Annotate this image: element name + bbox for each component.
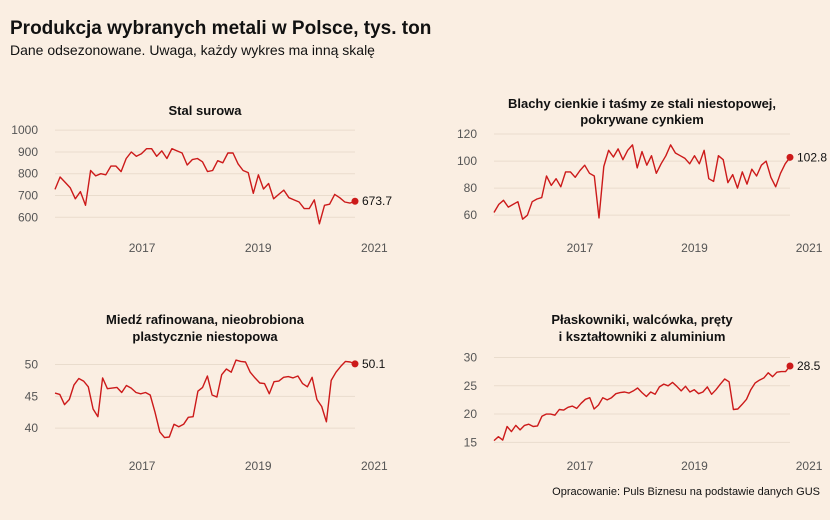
chart-title: Produkcja wybranych metali w Polsce, tys… (10, 18, 432, 39)
source-note: Opracowanie: Puls Biznesu na podstawie d… (552, 486, 820, 498)
y-tick-label: 700 (18, 189, 38, 203)
y-tick-label: 25 (464, 379, 478, 393)
x-tick-label: 2017 (129, 459, 156, 473)
x-tick-label: 2019 (245, 459, 272, 473)
x-tick-label: 2017 (567, 459, 594, 473)
x-tick-label: 2017 (567, 241, 594, 255)
panel-title: pokrywane cynkiem (580, 112, 704, 127)
chart-panel-4: Płaskowniki, walcówka, pręty i kształtown… (464, 312, 823, 473)
series-line (54, 359, 356, 439)
chart-panel-1: Stal surowa 600 700 800 900 1000 2017 2019 2021 6… (11, 103, 392, 255)
y-tick-label: 100 (457, 154, 477, 168)
panel-title: plastycznie niestopowa (132, 329, 278, 344)
y-tick-label: 800 (18, 167, 38, 181)
y-tick-label: 15 (464, 435, 478, 449)
series-line (54, 147, 356, 225)
y-tick-label: 40 (25, 421, 39, 435)
end-value-label: 673.7 (362, 194, 392, 208)
y-tick-label: 600 (18, 210, 38, 224)
end-point (786, 362, 794, 370)
x-tick-label: 2019 (245, 241, 272, 255)
series-line (493, 365, 791, 442)
panel-title: Płaskowniki, walcówka, pręty (551, 312, 733, 327)
end-point (351, 197, 359, 205)
y-tick-label: 50 (25, 358, 39, 372)
y-tick-label: 60 (464, 208, 478, 222)
y-tick-label: 20 (464, 407, 478, 421)
y-tick-label: 80 (464, 181, 478, 195)
panel-title: i kształtowniki z aluminium (559, 329, 726, 344)
panel-title: Miedź rafinowana, nieobrobiona (106, 312, 305, 327)
y-tick-label: 45 (25, 389, 39, 403)
end-value-label: 28.5 (797, 359, 821, 373)
chart-panel-2: Blachy cienkie i taśmy ze stali niestopo… (457, 96, 827, 255)
series-line (493, 144, 791, 220)
chart-subtitle: Dane odsezonowane. Uwaga, każdy wykres m… (10, 42, 375, 58)
y-tick-label: 120 (457, 127, 477, 141)
y-tick-label: 1000 (11, 123, 38, 137)
end-point (786, 153, 794, 161)
chart-panel-3: Miedź rafinowana, nieobrobiona plastyczni… (25, 312, 388, 473)
x-tick-label: 2019 (681, 241, 708, 255)
end-value-label: 50.1 (362, 357, 386, 371)
y-tick-label: 30 (464, 350, 478, 364)
x-tick-label: 2021 (796, 459, 823, 473)
panel-title: Blachy cienkie i taśmy ze stali niestopo… (508, 96, 776, 111)
x-tick-label: 2019 (681, 459, 708, 473)
panel-title: Stal surowa (169, 103, 243, 118)
x-tick-label: 2021 (361, 241, 388, 255)
y-tick-label: 900 (18, 145, 38, 159)
x-tick-label: 2021 (361, 459, 388, 473)
x-tick-label: 2021 (796, 241, 823, 255)
x-tick-label: 2017 (129, 241, 156, 255)
end-value-label: 102.8 (797, 150, 827, 164)
end-point (351, 360, 359, 368)
